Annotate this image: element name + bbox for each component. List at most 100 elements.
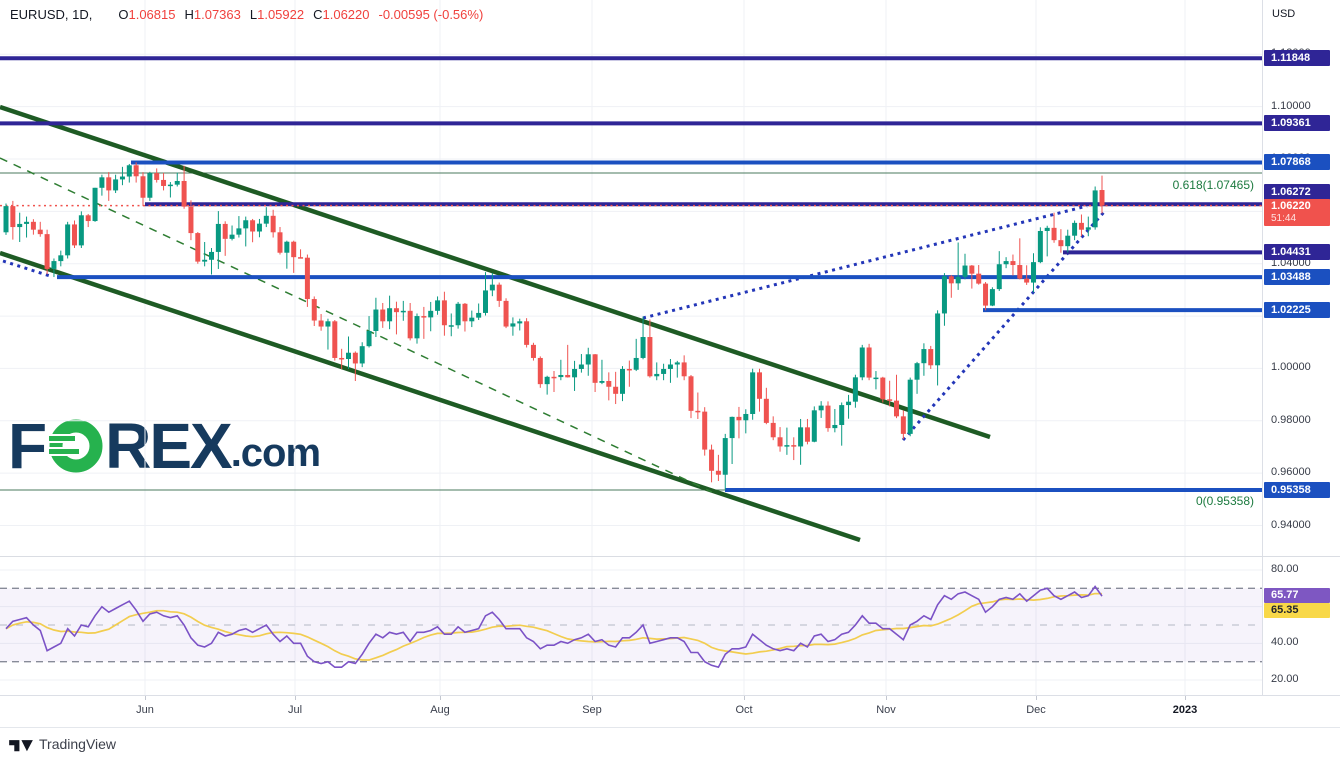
pane-divider[interactable]	[0, 556, 1340, 557]
candle-body	[1085, 227, 1091, 230]
tradingview-logo-link[interactable]: TradingView	[9, 736, 116, 752]
candle-body	[366, 330, 372, 347]
price-axis-scale[interactable]: USD 1.120001.100001.080001.060001.040001…	[1262, 0, 1340, 695]
axis-price-badge: 1.11848	[1264, 50, 1330, 67]
candle-body	[530, 344, 536, 358]
candle-body	[661, 368, 667, 374]
candle-body	[380, 309, 386, 322]
candle-body	[1065, 235, 1071, 247]
candle-body	[147, 173, 153, 198]
candle-body	[1099, 190, 1105, 206]
candle-body	[1024, 278, 1030, 283]
candle-body	[606, 381, 612, 387]
candle-body	[393, 308, 399, 313]
candle-body	[1044, 227, 1050, 231]
channel-trendline	[0, 250, 861, 543]
candle-body	[400, 310, 406, 313]
candle-body	[174, 180, 180, 185]
axis-tick-label: 0.94000	[1271, 518, 1311, 531]
candle-body	[770, 422, 776, 438]
axis-price-badge: 1.02225	[1264, 302, 1330, 319]
tradingview-logo-text: TradingView	[39, 736, 117, 752]
candle-body	[640, 337, 646, 358]
candle-body	[578, 364, 584, 369]
candle-body	[407, 310, 413, 339]
axis-tick-label: 20.00	[1271, 672, 1299, 685]
candle-body	[92, 187, 98, 222]
symbol-title[interactable]: EURUSD, 1D,	[10, 7, 93, 22]
time-axis-label: Sep	[582, 704, 602, 716]
candle-body	[818, 405, 824, 411]
candle-body	[332, 321, 338, 358]
candle-body	[565, 374, 571, 378]
time-axis-scale[interactable]: Jun Jul Aug Sep Oct Nov Dec 2023	[0, 695, 1340, 727]
time-axis-tick	[1036, 696, 1037, 700]
candle-body	[222, 223, 228, 239]
candle-body	[941, 276, 947, 314]
candle-body	[270, 215, 276, 233]
candle-body	[421, 316, 427, 318]
candle-body	[387, 308, 393, 322]
candle-body	[503, 300, 509, 327]
candle-body	[804, 427, 810, 442]
candle-body	[229, 234, 235, 239]
chart-legend: EURUSD, 1D, O1.06815 H1.07363 L1.05922 C…	[10, 7, 492, 22]
candle-body	[44, 234, 50, 269]
axis-tick-label: 80.00	[1271, 563, 1299, 575]
candle-body	[10, 206, 16, 228]
chart-canvas[interactable]	[0, 0, 1340, 695]
candle-body	[647, 337, 653, 377]
candle-body	[784, 445, 790, 447]
axis-tick-label: 0.96000	[1271, 466, 1311, 479]
watermark-letters-rex: REX	[105, 410, 233, 482]
candle-body	[99, 177, 105, 188]
candle-body	[572, 368, 578, 378]
candle-body	[72, 224, 77, 246]
candle-body	[873, 377, 879, 380]
candle-body	[455, 303, 461, 326]
candle-body	[161, 179, 167, 186]
candle-body	[544, 376, 550, 385]
candle-body	[935, 313, 941, 366]
bar-countdown: 51:44	[1271, 212, 1297, 224]
axis-price-badge: 1.06272	[1264, 184, 1330, 201]
axis-price-badge: 1.03488	[1264, 269, 1330, 286]
candle-body	[65, 224, 71, 256]
candle-body	[921, 349, 927, 364]
candle-body	[373, 309, 379, 331]
axis-price-badge: 1.04431	[1264, 244, 1330, 261]
candle-body	[51, 261, 57, 269]
candle-body	[900, 416, 906, 434]
candle-body	[585, 354, 591, 365]
candle-body	[743, 413, 749, 421]
rsi-line	[5, 585, 1103, 669]
candle-body	[928, 349, 934, 366]
candle-body	[626, 368, 632, 371]
candle-body	[866, 347, 872, 378]
dotted-wedge-trendline	[901, 211, 1106, 441]
candle-body	[483, 290, 488, 313]
candle-body	[441, 300, 447, 326]
fib-dashed-trendline	[0, 157, 713, 493]
candle-body	[428, 310, 434, 318]
candle-body	[78, 215, 84, 246]
candle-body	[825, 405, 831, 429]
candle-body	[859, 347, 865, 378]
candle-body	[722, 438, 728, 475]
candle-body	[983, 283, 989, 306]
time-axis-tick	[295, 696, 296, 700]
candle-body	[85, 215, 91, 222]
axis-price-badge: 1.09361	[1264, 115, 1330, 132]
candle-body	[1031, 262, 1036, 283]
candle-body	[414, 316, 420, 339]
candle-body	[955, 276, 961, 284]
candle-body	[188, 206, 194, 234]
bottom-toolbar: TradingView	[0, 727, 1340, 760]
candle-body	[1037, 230, 1043, 263]
candle-body	[30, 221, 36, 230]
candle-body	[263, 215, 269, 224]
candle-body	[654, 373, 660, 377]
time-axis-tick	[440, 696, 441, 700]
candle-body	[291, 241, 297, 258]
candle-body	[537, 357, 543, 385]
